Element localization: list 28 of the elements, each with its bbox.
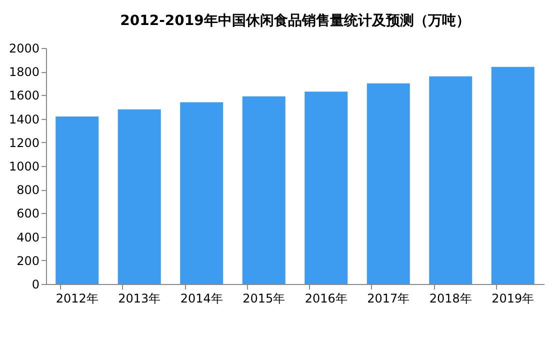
bar — [491, 66, 534, 284]
x-tick-label: 2016年 — [304, 292, 348, 306]
chart-title: 2012-2019年中国休闲食品销售量统计及预测（万吨） — [120, 12, 470, 29]
bar — [304, 92, 348, 284]
bar — [180, 102, 224, 284]
x-tick-label: 2013年 — [118, 292, 161, 306]
y-tick-label: 200 — [16, 254, 40, 268]
y-tick-label: 800 — [16, 183, 40, 198]
x-tick-label: 2019年 — [492, 292, 534, 306]
y-tick-label: 1200 — [8, 136, 40, 150]
x-tick-label: 2014年 — [180, 292, 223, 306]
bar — [56, 116, 99, 284]
y-tick-label: 1000 — [8, 160, 40, 174]
y-tick-label: 600 — [16, 206, 40, 221]
y-tick-label: 2000 — [8, 42, 40, 56]
bar — [366, 83, 410, 284]
y-tick-label: 0 — [32, 278, 40, 292]
y-tick-label: 1400 — [8, 112, 40, 126]
y-tick-label: 1800 — [8, 65, 40, 80]
x-tick-label: 2012年 — [56, 292, 98, 306]
x-tick-label: 2017年 — [367, 292, 410, 306]
y-tick-label: 1600 — [8, 88, 40, 103]
x-tick-label: 2018年 — [429, 292, 472, 306]
bar — [242, 96, 286, 284]
bar — [118, 109, 161, 284]
y-tick-label: 400 — [16, 230, 40, 244]
bar — [429, 76, 472, 284]
x-tick-label: 2015年 — [242, 292, 286, 306]
